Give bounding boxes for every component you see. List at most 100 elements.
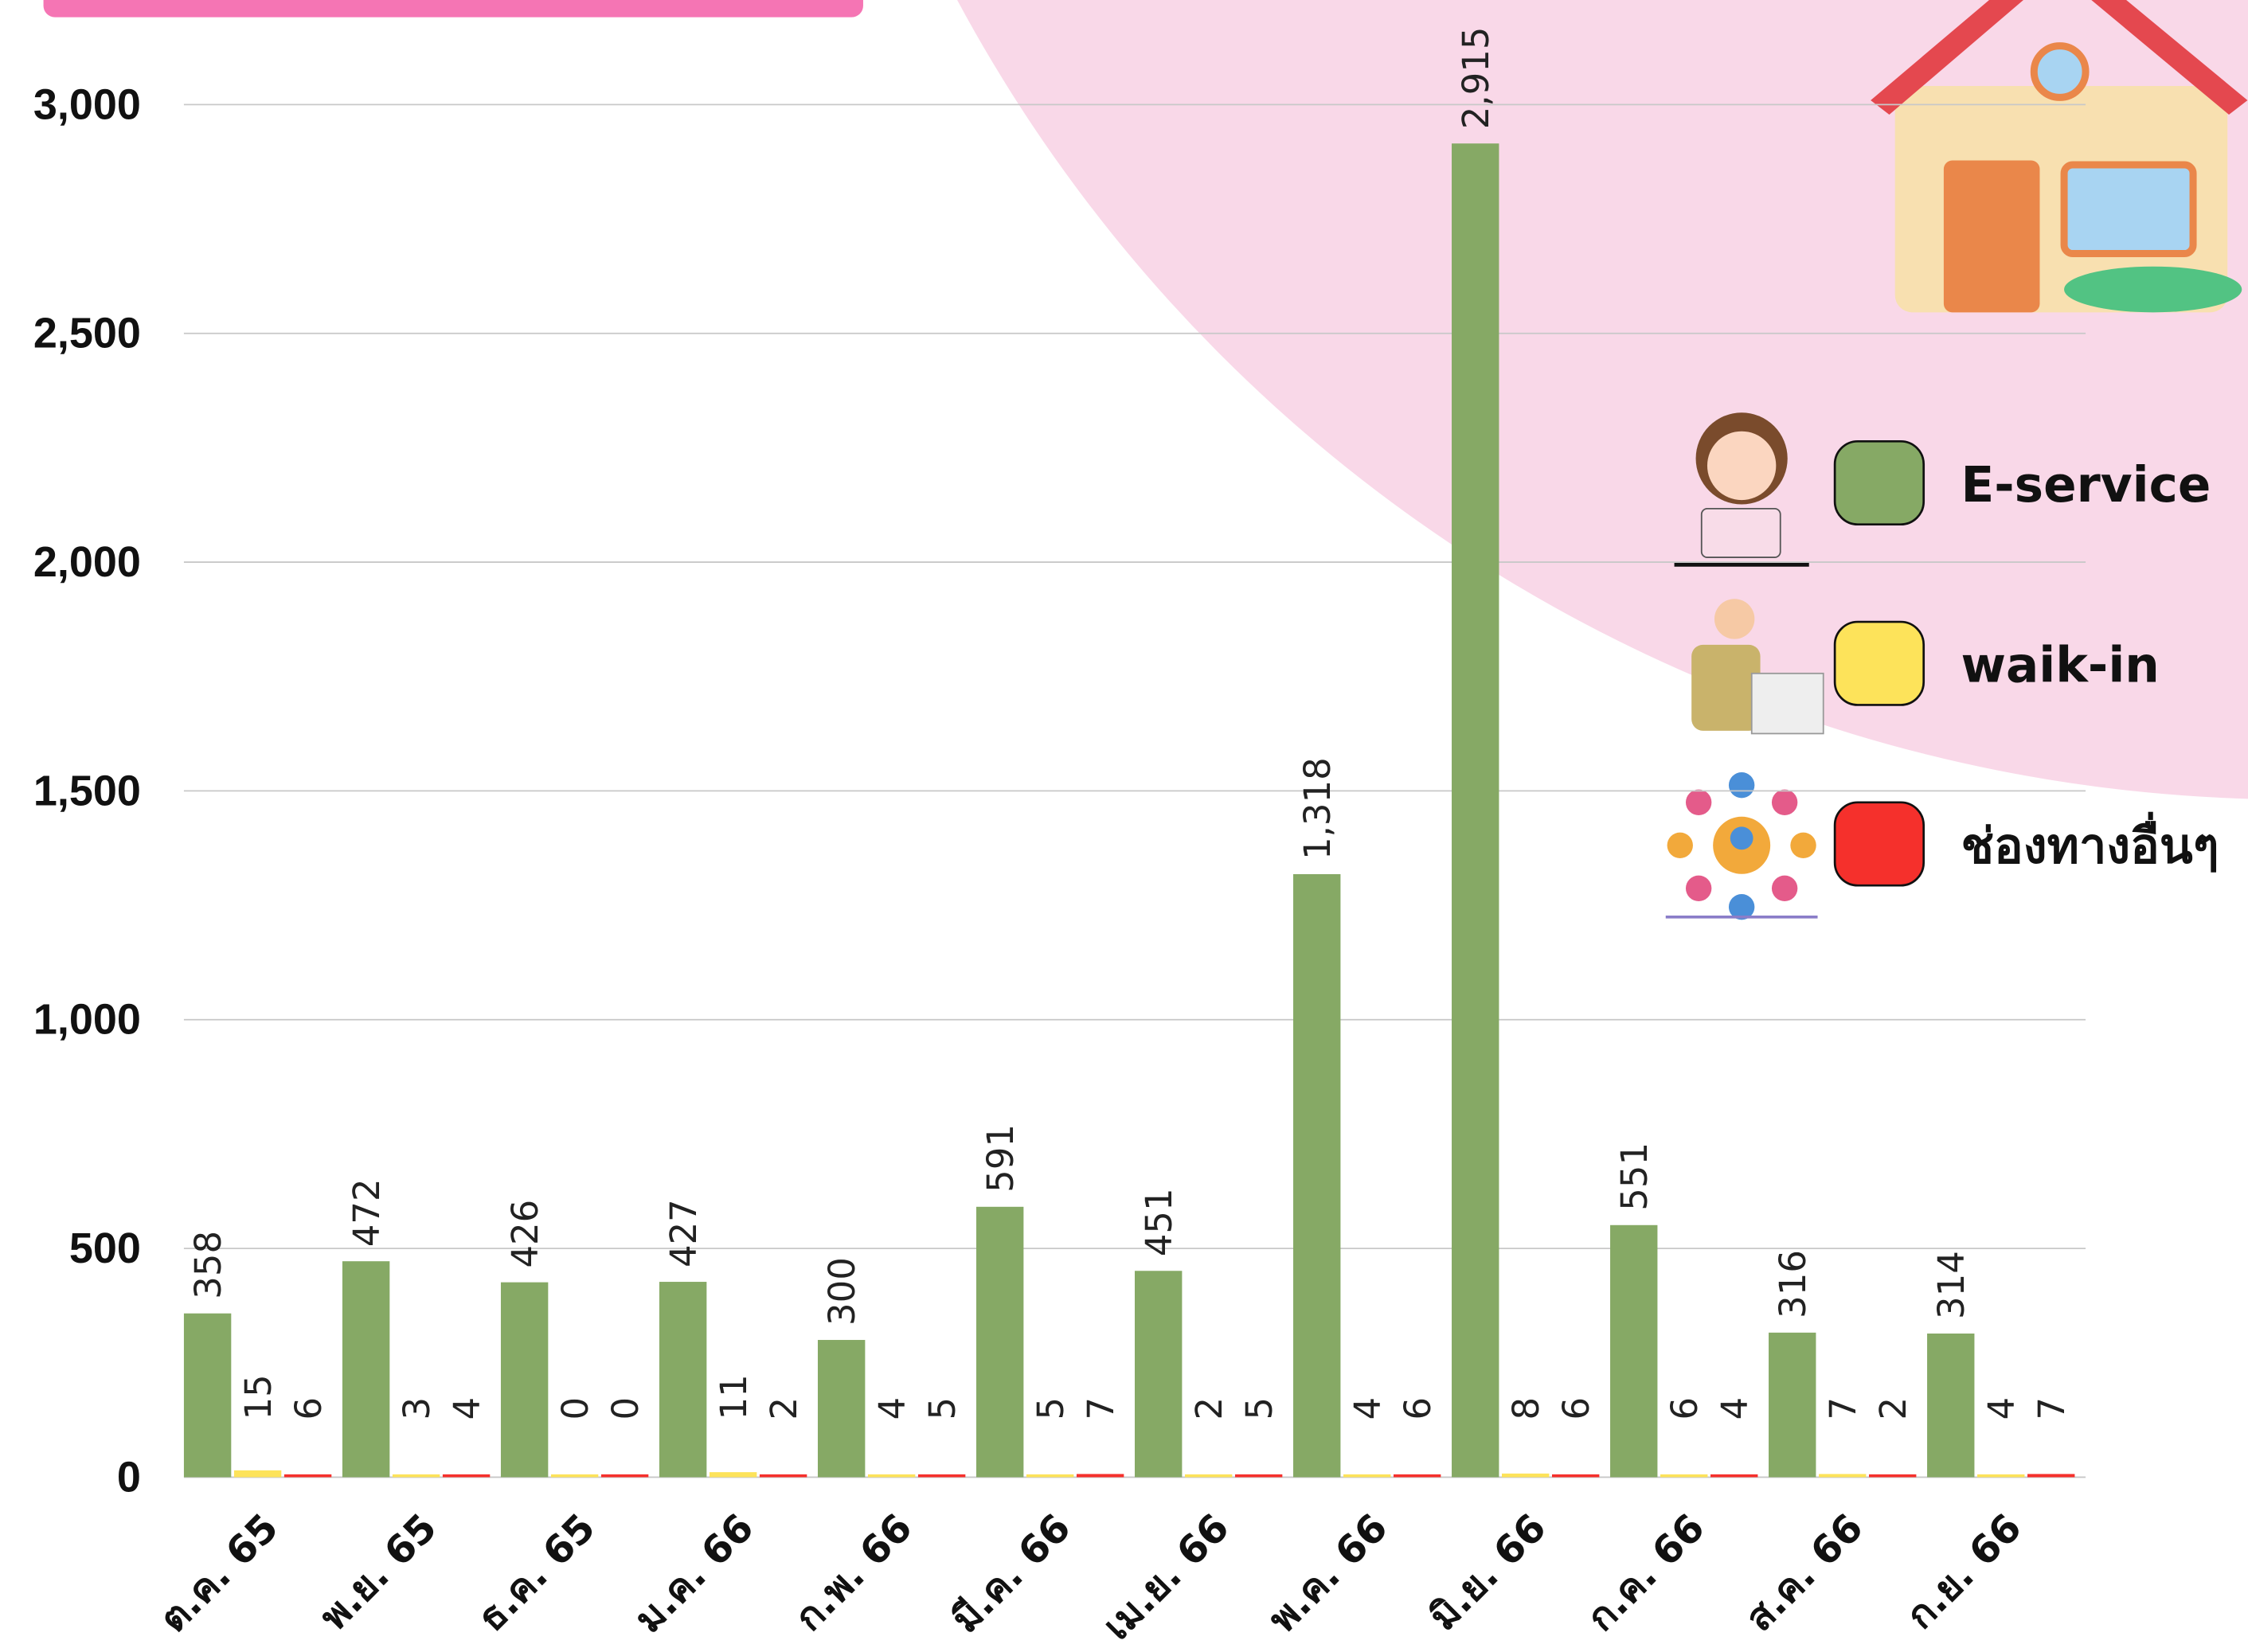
- bar: [183, 1313, 232, 1478]
- x-tick-label: มิ.ย. 66: [1421, 1506, 1554, 1639]
- value-label: 2: [763, 1397, 805, 1420]
- x-tick-label: ก.พ. 66: [787, 1506, 921, 1640]
- value-label: 0: [554, 1397, 596, 1420]
- value-label: 7: [2031, 1397, 2073, 1420]
- bar: [817, 1340, 866, 1478]
- bar: [1234, 1474, 1283, 1478]
- value-label: 314: [1930, 1251, 1972, 1319]
- value-label: 15: [237, 1374, 280, 1420]
- bar: [1343, 1474, 1391, 1478]
- y-tick-label: 1,500: [33, 767, 141, 814]
- bar: [867, 1474, 916, 1478]
- x-tick-label: พ.ย. 65: [311, 1506, 445, 1639]
- value-label: 4: [1714, 1397, 1756, 1420]
- bar: [233, 1470, 282, 1478]
- y-tick-label: 3,000: [33, 80, 141, 128]
- value-label: 2,915: [1455, 26, 1497, 129]
- value-label: 6: [1397, 1397, 1439, 1420]
- y-tick-label: 1,000: [33, 996, 141, 1044]
- y-tick-label: 2,000: [33, 538, 141, 586]
- value-label: 300: [821, 1257, 863, 1326]
- y-tick-label: 500: [69, 1224, 141, 1272]
- value-label: 2: [1188, 1397, 1230, 1420]
- x-tick-label: ธ.ค. 65: [469, 1506, 604, 1640]
- value-label: 591: [979, 1124, 1022, 1193]
- bar: [500, 1282, 549, 1478]
- legend-swatch: [1833, 801, 1925, 887]
- value-label: 4: [871, 1397, 913, 1420]
- value-label: 5: [1238, 1397, 1280, 1420]
- value-label: 316: [1772, 1250, 1814, 1318]
- bar: [283, 1474, 332, 1478]
- bar: [1869, 1474, 1917, 1478]
- legend-label: waik-in: [1961, 638, 2159, 694]
- x-tick-label: ก.ย. 66: [1898, 1506, 2030, 1638]
- legend-swatch: [1833, 439, 1925, 526]
- value-label: 4: [1980, 1397, 2023, 1420]
- value-label: 551: [1613, 1142, 1656, 1211]
- y-tick-label: 0: [117, 1453, 141, 1501]
- bar: [600, 1474, 649, 1478]
- bar: [1610, 1224, 1658, 1478]
- decoration: [43, 0, 2248, 920]
- value-label: 426: [504, 1200, 546, 1268]
- legend-label: E-service: [1961, 457, 2211, 514]
- x-tick-label: พ.ค. 66: [1261, 1506, 1397, 1642]
- legend-label: ช่องทางอื่นๆ: [1961, 811, 2219, 874]
- value-label: 358: [187, 1231, 229, 1299]
- value-label: 3: [396, 1397, 438, 1420]
- x-tick-label: มี.ค. 66: [943, 1506, 1079, 1642]
- x-tick-label: ม.ค. 66: [626, 1506, 762, 1642]
- bar: [759, 1474, 807, 1478]
- legend-swatch: [1833, 620, 1925, 706]
- bar: [659, 1282, 707, 1478]
- bar: [1184, 1474, 1233, 1478]
- bar: [1769, 1332, 1816, 1478]
- value-label: 4: [1347, 1397, 1389, 1420]
- bar: [550, 1474, 599, 1478]
- y-tick-label: 2,500: [33, 310, 141, 357]
- bar: [1134, 1271, 1183, 1478]
- value-label: 472: [346, 1178, 388, 1247]
- bar: [1710, 1474, 1758, 1478]
- bar: [442, 1474, 491, 1478]
- bar: [1076, 1474, 1124, 1478]
- value-label: 0: [604, 1397, 647, 1420]
- value-label: 5: [1030, 1397, 1072, 1420]
- bar: [1502, 1473, 1550, 1478]
- bar: [1977, 1474, 2025, 1478]
- value-label: 451: [1138, 1188, 1180, 1256]
- value-label: 8: [1505, 1397, 1547, 1420]
- value-label: 6: [1555, 1397, 1597, 1420]
- bar: [709, 1472, 757, 1478]
- bar: [975, 1206, 1024, 1478]
- bar: [1293, 874, 1341, 1478]
- bar: [1551, 1474, 1600, 1478]
- bar: [342, 1261, 390, 1478]
- x-tick-label: เม.ย. 66: [1095, 1506, 1238, 1649]
- value-label: 6: [287, 1397, 330, 1420]
- bar: [2027, 1474, 2075, 1478]
- bar: [1026, 1474, 1074, 1478]
- bar: [1819, 1474, 1867, 1478]
- value-label: 7: [1822, 1397, 1864, 1420]
- bar: [917, 1474, 966, 1478]
- x-tick-label: ส.ค. 66: [1737, 1506, 1871, 1640]
- value-label: 7: [1080, 1397, 1122, 1420]
- value-label: 5: [921, 1397, 964, 1420]
- value-label: 2: [1872, 1397, 1914, 1420]
- x-tick-label: ต.ค. 65: [151, 1506, 287, 1642]
- bar: [1452, 143, 1499, 1478]
- value-label: 6: [1664, 1397, 1706, 1420]
- bar: [392, 1474, 440, 1478]
- bar: [1660, 1474, 1708, 1478]
- value-label: 4: [446, 1397, 488, 1420]
- value-label: 1,318: [1296, 757, 1339, 860]
- bar: [1393, 1474, 1441, 1478]
- bar: [1927, 1333, 1975, 1478]
- value-label: 427: [663, 1199, 705, 1267]
- x-tick-label: ก.ค. 66: [1578, 1506, 1713, 1640]
- value-label: 11: [713, 1374, 755, 1420]
